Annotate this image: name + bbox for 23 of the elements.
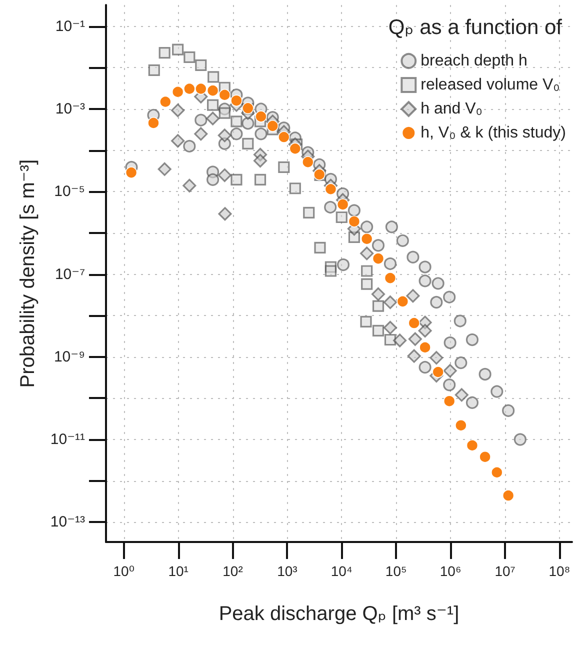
y-tick-label: 10⁻³ <box>55 100 85 118</box>
x-tick-label: 10¹ <box>168 563 189 579</box>
x-tick-label: 10⁵ <box>385 563 407 579</box>
x-tick-label: 10⁴ <box>330 563 352 579</box>
y-axis-title: Probability density [s m⁻³] <box>17 159 39 388</box>
x-tick-label: 10⁰ <box>113 563 135 579</box>
legend-label: h and V₀ <box>420 100 482 118</box>
legend-label: breach depth h <box>420 52 528 70</box>
x-tick-label: 10³ <box>277 563 298 579</box>
legend-label: released volume V₀ <box>420 76 560 94</box>
x-tick-label: 10⁷ <box>494 563 516 579</box>
x-tick-label: 10⁸ <box>548 563 570 579</box>
y-tick-label: 10⁻⁷ <box>54 266 85 283</box>
legend-label: h, V₀ & k (this study) <box>420 124 566 142</box>
y-tick-label: 10⁻¹ <box>55 18 85 35</box>
legend-title: Qₚ as a function of <box>388 16 562 39</box>
x-tick-label: 10² <box>222 563 244 579</box>
y-tick-label: 10⁻¹³ <box>50 514 86 531</box>
y-tick-label: 10⁻⁵ <box>54 183 85 200</box>
y-tick-label: 10⁻⁹ <box>54 348 85 366</box>
x-tick-label: 10⁶ <box>440 563 462 579</box>
x-axis-title: Peak discharge Qₚ [m³ s⁻¹] <box>218 603 460 625</box>
y-tick-label: 10⁻¹¹ <box>50 430 86 448</box>
